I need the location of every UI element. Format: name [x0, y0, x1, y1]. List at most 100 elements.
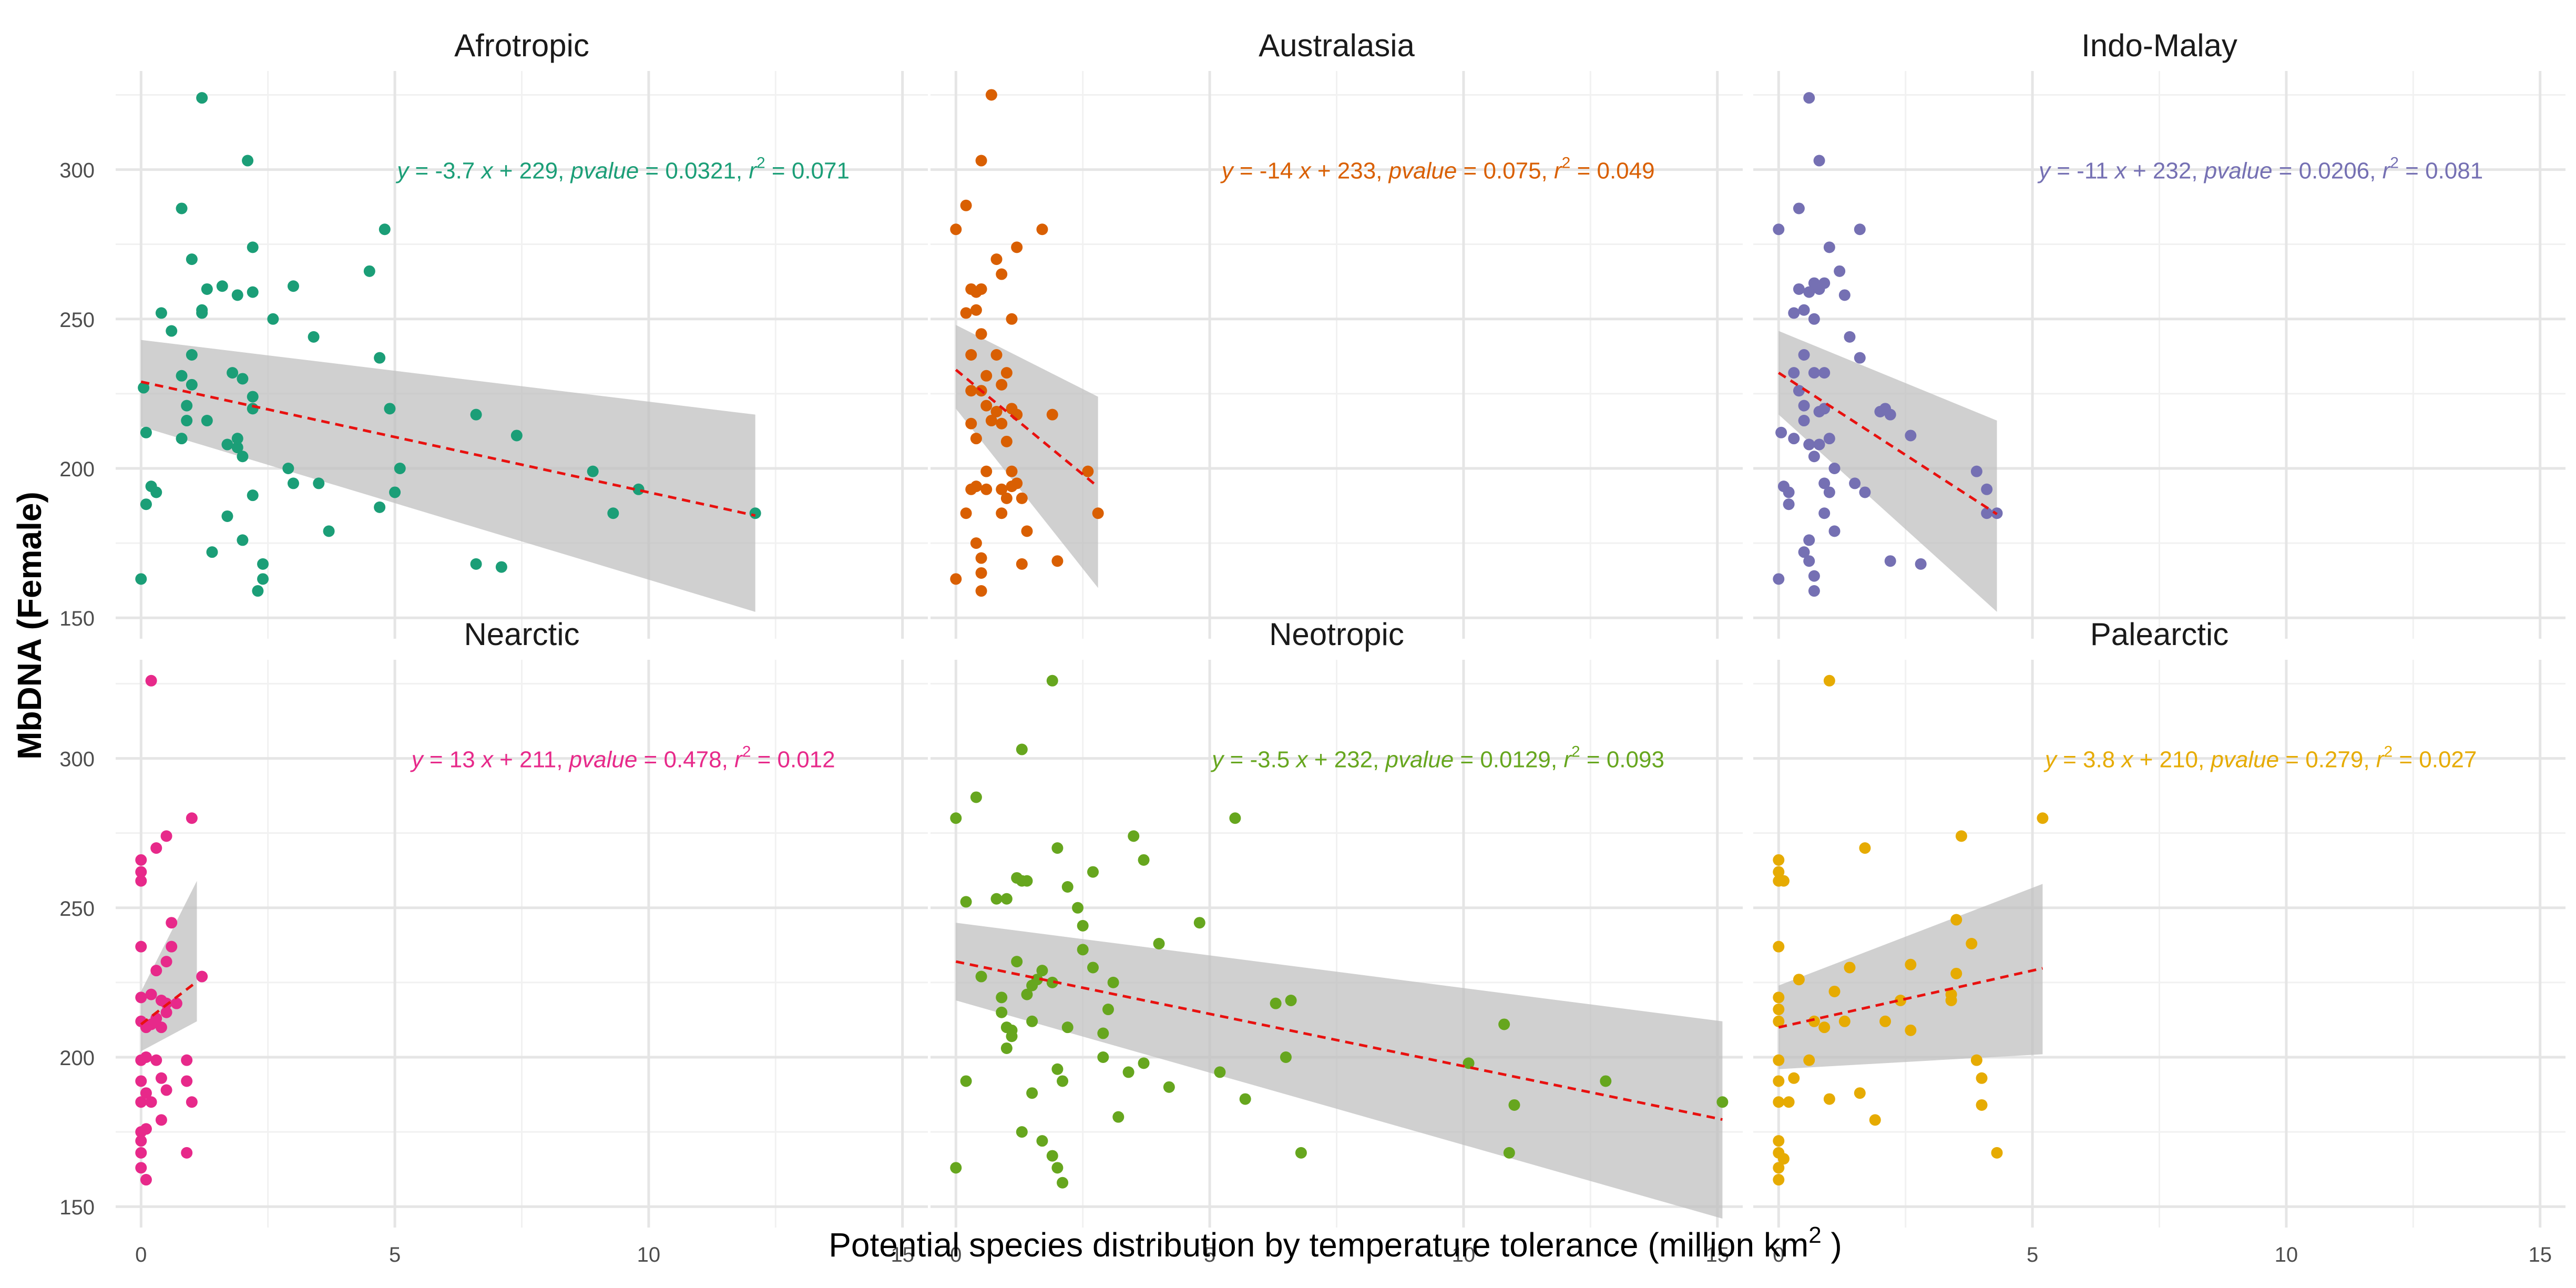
data-point [1798, 546, 1810, 558]
data-point [135, 941, 147, 953]
y-tick-label: 200 [59, 1047, 95, 1070]
data-point [247, 241, 259, 253]
trend-line [955, 960, 1723, 1121]
data-point [1153, 938, 1165, 949]
data-point [231, 433, 243, 445]
data-point [257, 558, 269, 570]
data-point [996, 1006, 1008, 1018]
data-point [1981, 483, 1993, 495]
data-point [996, 991, 1008, 1004]
data-point [970, 791, 982, 803]
data-point [1818, 367, 1831, 379]
data-point [975, 552, 987, 564]
data-point [1788, 367, 1800, 379]
y-tick-label: 150 [59, 1196, 95, 1219]
data-point [950, 812, 962, 824]
data-point [1803, 286, 1815, 298]
data-point [1600, 1075, 1612, 1087]
data-point [960, 307, 972, 319]
x-tick-label: 15 [891, 1243, 914, 1266]
data-point [1508, 1099, 1520, 1111]
panel-afrotropic: Afrotropic y = -3.7 x + 229, pvalue = 0.0… [59, 28, 928, 639]
data-point [1775, 426, 1787, 438]
data-point [1077, 919, 1089, 932]
data-point [267, 313, 279, 325]
data-point [1026, 1087, 1038, 1099]
data-point [1808, 313, 1820, 325]
data-point [1823, 241, 1835, 253]
data-point [196, 92, 208, 104]
data-point [1950, 967, 1962, 979]
data-point [1905, 958, 1917, 970]
data-point [749, 507, 761, 519]
regression-equation: y = -3.5 x + 232, pvalue = 0.0129, r2 = … [1210, 743, 1664, 773]
regression-equation: y = -3.7 x + 229, pvalue = 0.0321, r2 = … [395, 155, 850, 184]
data-point [140, 1174, 152, 1186]
data-point [145, 1096, 157, 1108]
data-point [135, 991, 147, 1004]
data-point [145, 674, 157, 687]
data-point [160, 1084, 172, 1096]
data-point [1097, 1027, 1109, 1039]
data-point [323, 525, 335, 537]
data-point [1854, 352, 1866, 364]
data-point [1021, 988, 1033, 1000]
data-point [1803, 438, 1815, 451]
data-point [495, 561, 507, 573]
y-tick-label: 250 [59, 897, 95, 921]
data-point [1808, 570, 1820, 582]
data-point [960, 896, 972, 908]
regression-equation: y = 3.8 x + 210, pvalue = 0.279, r2 = 0.… [2043, 743, 2477, 773]
data-point [1838, 289, 1851, 301]
data-point [140, 1123, 152, 1135]
x-tick-label: 0 [950, 1243, 962, 1266]
data-point [1000, 492, 1013, 504]
trend-line [140, 980, 198, 1026]
data-point [1031, 974, 1043, 986]
data-point [1945, 988, 1957, 1000]
data-point [1879, 1015, 1892, 1027]
data-point [1834, 265, 1846, 277]
data-point [374, 352, 386, 364]
data-point [221, 438, 233, 451]
data-point [1773, 1096, 1785, 1108]
data-point [1087, 866, 1099, 878]
trend-line [1778, 967, 2043, 1029]
data-point [237, 373, 249, 385]
data-point [1051, 555, 1064, 567]
data-point [140, 426, 152, 438]
panel-title: Afrotropic [454, 28, 589, 63]
data-point [1773, 1075, 1785, 1087]
x-tick-label: 0 [1773, 1243, 1784, 1266]
data-point [980, 400, 993, 412]
data-point [1503, 1147, 1515, 1159]
data-point [247, 391, 259, 403]
data-point [1828, 463, 1841, 474]
data-point [308, 331, 320, 343]
data-point [1102, 1004, 1114, 1016]
data-point [1905, 430, 1917, 442]
data-point [980, 465, 993, 477]
data-point [1783, 498, 1795, 510]
data-point [1895, 995, 1907, 1006]
x-axis-title: Potential species distribution by temper… [829, 1222, 1842, 1264]
data-point [1051, 1063, 1064, 1075]
data-point [1214, 1066, 1226, 1078]
data-point [1036, 223, 1048, 236]
data-point [1970, 1054, 1982, 1066]
data-point [135, 1075, 147, 1087]
data-point [1138, 1057, 1150, 1069]
panel-neotropic: Neotropic y = -3.5 x + 232, pvalue = 0.01… [931, 617, 1743, 1266]
data-point [135, 1162, 147, 1174]
data-point [1803, 534, 1815, 546]
confidence-band [956, 923, 1723, 1219]
panel-nearctic: Nearctic y = 13 x + 211, pvalue = 0.478, … [59, 617, 928, 1266]
data-point [1011, 477, 1023, 489]
data-point [1057, 1075, 1069, 1087]
data-point [145, 988, 157, 1000]
regression-equation: y = -11 x + 232, pvalue = 0.0206, r2 = 0… [2037, 155, 2483, 184]
data-point [1087, 962, 1099, 974]
data-point [1823, 486, 1835, 498]
data-point [950, 573, 962, 585]
